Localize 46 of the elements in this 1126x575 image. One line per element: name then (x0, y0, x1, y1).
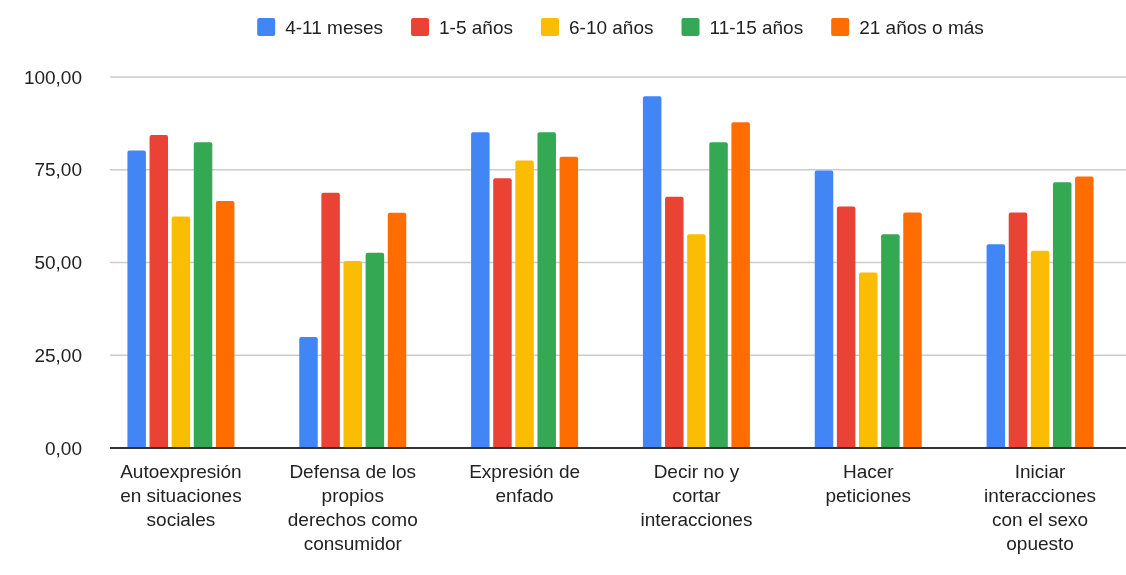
bar (836, 206, 856, 448)
bar (515, 160, 534, 448)
x-tick-label: Autoexpresión en situaciones sociales (120, 461, 242, 531)
bar (1008, 212, 1028, 448)
x-tick-label: Hacer peticiones (825, 461, 912, 507)
bar (687, 234, 706, 448)
bar (127, 150, 146, 448)
bar (986, 244, 1006, 448)
bar (299, 337, 318, 448)
bar (387, 212, 407, 448)
bar (881, 234, 900, 448)
bar (665, 196, 684, 448)
legend-label: 11-15 años (709, 16, 804, 38)
bar (642, 96, 662, 448)
bar (709, 142, 728, 448)
y-tick-label: 0,00 (45, 437, 82, 459)
bar (903, 212, 922, 448)
bar (1075, 176, 1094, 448)
x-tick-label: Expresión de enfado (469, 461, 581, 507)
bar (493, 178, 512, 448)
legend-label: 21 años o más (859, 16, 984, 38)
bar (1030, 250, 1050, 448)
y-tick-label: 100,00 (23, 66, 82, 88)
bar (1052, 182, 1072, 448)
bar (731, 122, 750, 448)
bar (537, 132, 556, 448)
bar (814, 170, 834, 448)
bar (859, 272, 878, 448)
x-tick-label: Iniciar interacciones con el sexo opuesto (984, 461, 1097, 555)
bar (471, 132, 490, 448)
bar (193, 142, 213, 448)
y-tick-label: 75,00 (34, 159, 82, 181)
y-tick-label: 25,00 (34, 344, 82, 366)
bar (343, 261, 362, 448)
bar (321, 192, 340, 448)
legend-label: 1-5 años (439, 16, 513, 38)
x-tick-label: Decir no y cortar interacciones (640, 461, 753, 531)
bar (149, 134, 169, 448)
bar (215, 200, 235, 448)
bar (365, 252, 385, 448)
x-tick-label: Defensa de los propios derechos como consumidor (287, 461, 418, 555)
bar (559, 156, 579, 448)
y-tick-label: 50,00 (34, 252, 82, 274)
legend-label: 4-11 meses (285, 16, 384, 38)
bar (171, 216, 191, 448)
legend-label: 6-10 años (568, 16, 654, 38)
